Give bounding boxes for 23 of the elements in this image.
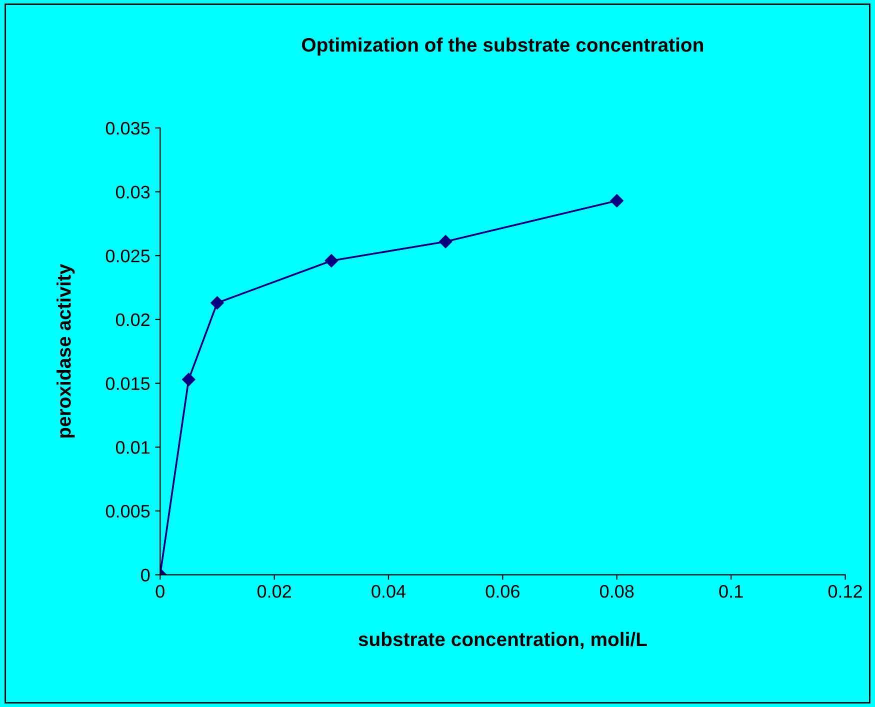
x-tick-label: 0.08 (600, 584, 634, 598)
x-tick-label: 0.1 (719, 584, 743, 598)
point (439, 235, 452, 248)
y-tick-label: 0.005 (106, 504, 150, 518)
y-tick-label: 0.03 (116, 186, 150, 199)
y-tick-label: 0 (141, 568, 150, 582)
point (210, 296, 224, 310)
point (324, 254, 338, 268)
x-tick-label: 0 (156, 584, 164, 598)
point (182, 372, 196, 386)
x-tick-label: 0.06 (486, 584, 520, 598)
y-tick-label: 0.015 (106, 377, 150, 390)
chart-title: Optimization of the substrate concentration (302, 37, 703, 56)
y-axis-title: peroxidase activity (56, 264, 75, 438)
x-tick-label: 0.04 (372, 584, 406, 598)
y-tick-label: 0.035 (106, 122, 150, 135)
y-tick-label: 0.025 (106, 250, 150, 262)
y-tick-label: 0.01 (116, 441, 150, 454)
point (610, 194, 624, 208)
y-tick-label: 0.02 (116, 313, 150, 326)
x-axis-title: substrate concentration, moli/L (358, 632, 647, 649)
x-tick-label: 0.02 (257, 584, 291, 598)
x-tick-label: 0.12 (828, 584, 862, 598)
